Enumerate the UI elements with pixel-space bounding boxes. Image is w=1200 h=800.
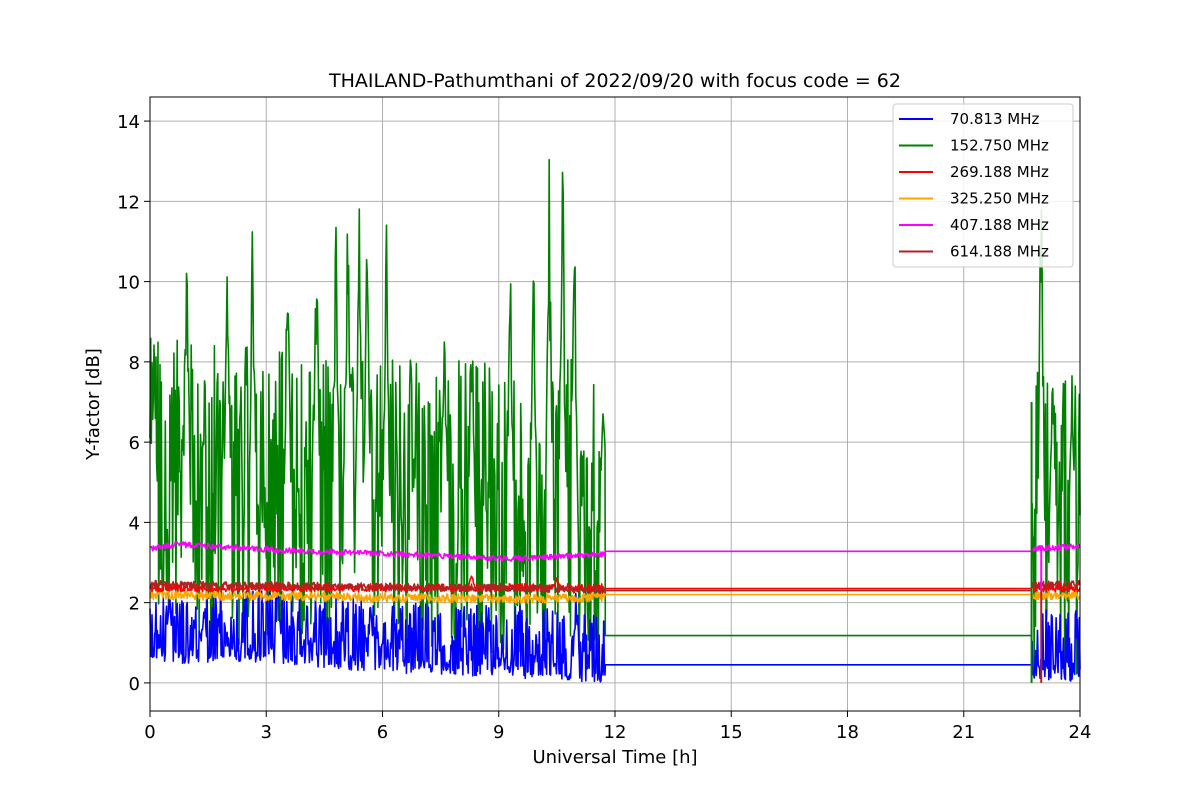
legend-box [892,103,1074,268]
x-tick-label: 12 [604,722,627,743]
series-line [149,579,1081,595]
y-tick-label: 4 [129,513,140,534]
y-axis: 0 2 4 6 8 10 12 14 [117,112,150,695]
series-layer [149,158,1081,683]
legend-label: 269.188 MHz [950,163,1049,181]
series-line [149,158,1081,677]
y-tick-label: 6 [129,433,140,454]
legend: 70.813 MHz 152.750 MHz 269.188 MHz 325.250 … [892,103,1074,268]
x-tick-label: 6 [377,722,388,743]
legend-label: 325.250 MHz [950,190,1049,208]
legend-label: 407.188 MHz [950,216,1049,234]
x-tick-label: 0 [144,722,155,743]
y-tick-label: 10 [117,273,140,294]
y-tick-label: 2 [129,594,140,615]
legend-label: 152.750 MHz [950,137,1049,155]
series-line [149,589,1081,604]
legend-label: 70.813 MHz [950,110,1039,128]
series-line [149,586,1081,683]
x-tick-label: 21 [952,722,975,743]
x-tick-label: 3 [261,722,272,743]
y-tick-label: 8 [129,353,140,374]
x-tick-label: 9 [493,722,504,743]
y-tick-label: 0 [129,674,140,695]
x-axis-title: Universal Time [h] [532,747,697,768]
y-axis-title: Y-factor [dB] [83,348,104,461]
x-tick-label: 18 [836,722,859,743]
y-tick-label: 14 [117,112,140,133]
y-tick-label: 12 [117,192,140,213]
x-tick-label: 24 [1069,722,1092,743]
x-axis: 0 3 6 9 12 15 18 21 24 [144,711,1091,743]
legend-label: 614.188 MHz [950,243,1049,261]
x-tick-label: 15 [720,722,743,743]
chart-title: THAILAND-Pathumthani of 2022/09/20 with … [328,70,901,92]
series-line [149,541,1081,562]
